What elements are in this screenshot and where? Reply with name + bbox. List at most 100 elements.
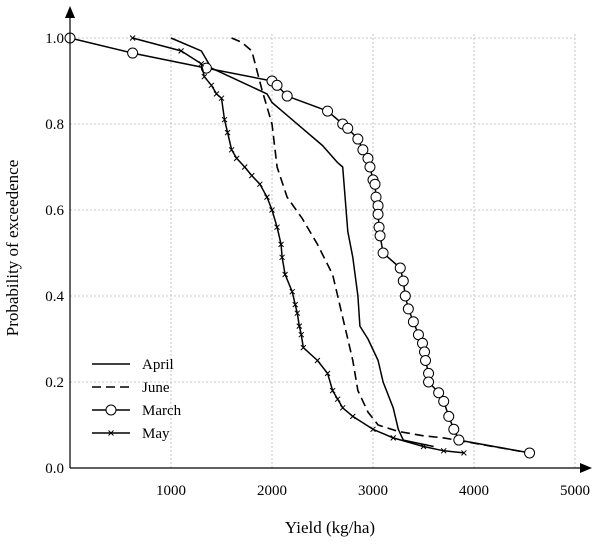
series-may-marker (233, 155, 240, 162)
series-march-marker (448, 423, 460, 435)
legend-label-april: April (142, 357, 174, 373)
series-may-marker (264, 194, 270, 200)
series-may-marker (334, 396, 341, 403)
series-may-marker (370, 426, 376, 433)
series-may-marker (218, 95, 225, 102)
series-may-marker (279, 254, 285, 261)
series-may-marker (228, 146, 235, 153)
grid-lines (70, 34, 576, 468)
y-tick-label: 0.0 (45, 461, 64, 477)
series-march-marker (433, 387, 445, 399)
series-march-marker (127, 47, 139, 59)
series-march-marker (524, 447, 536, 459)
y-tick-label: 0.2 (45, 375, 64, 391)
series-march-line (69, 37, 530, 454)
series-may-marker (269, 207, 275, 213)
legend-march-marker (105, 404, 117, 416)
y-tick-label: 0.4 (45, 289, 64, 305)
x-tick-label: 2000 (257, 483, 287, 499)
series-june (231, 37, 530, 454)
series-march-marker (281, 90, 293, 102)
series-layer (64, 32, 536, 459)
y-tick-label: 0.8 (45, 117, 64, 133)
series-march-marker (399, 290, 411, 302)
series-march (64, 32, 536, 459)
legend-item-april: April (92, 357, 174, 373)
series-may-marker (248, 172, 255, 179)
series-march-marker (364, 161, 376, 173)
series-may-marker (294, 310, 301, 317)
x-tick-label: 3000 (358, 483, 388, 499)
series-march-marker (352, 133, 364, 145)
tick-labels: 1000 2000 3000 4000 5000 0.0 0.2 0.4 0.6 0.8 1.0 (45, 31, 590, 499)
series-may-marker (349, 413, 356, 420)
series-march-marker (423, 376, 435, 388)
series-march-marker (357, 144, 369, 156)
series-april-line (170, 37, 434, 448)
series-may-marker (329, 387, 336, 394)
series-march-marker (438, 395, 450, 407)
series-march-marker (402, 303, 414, 315)
series-may-marker (282, 271, 288, 278)
series-may-marker (241, 164, 248, 170)
series-march-marker (374, 230, 386, 242)
series-may-marker (298, 331, 305, 338)
legend-label-may: May (142, 426, 170, 442)
series-march-marker (453, 434, 465, 446)
legend-may-marker (108, 430, 114, 436)
series-may-marker (289, 288, 296, 295)
series-may-marker (129, 35, 136, 41)
series-may-marker (274, 224, 280, 231)
series-may-marker (292, 301, 299, 308)
series-may-marker (213, 91, 220, 97)
series-may (129, 35, 467, 456)
legend: April June March May (92, 357, 182, 442)
x-axis-arrow (580, 463, 592, 473)
series-may-marker (221, 116, 228, 123)
series-march-marker (200, 62, 212, 74)
legend-label-march: March (142, 403, 182, 419)
y-tick-label: 1.0 (45, 31, 64, 47)
axes (65, 6, 592, 473)
series-march-marker (372, 208, 384, 220)
series-march-marker (394, 262, 406, 274)
x-tick-label: 1000 (156, 483, 186, 499)
series-june-line (231, 37, 530, 454)
series-march-marker (271, 79, 283, 91)
series-march-marker (443, 410, 455, 422)
series-may-marker (257, 181, 263, 188)
series-march-marker (397, 275, 409, 287)
legend-item-may: May (92, 426, 170, 442)
series-may-marker (390, 435, 397, 441)
series-may-marker (440, 447, 447, 454)
series-march-marker (420, 355, 432, 366)
x-axis-title: Yield (kg/ha) (285, 518, 375, 537)
series-may-marker (278, 241, 284, 248)
y-axis-title: Probability of exceedence (3, 160, 22, 337)
series-march-marker (369, 178, 381, 190)
y-tick-label: 0.6 (45, 203, 64, 219)
series-may-marker (208, 82, 215, 89)
series-may-marker (420, 443, 427, 450)
y-axis-arrow (65, 6, 75, 18)
series-may-marker (224, 129, 231, 136)
series-may-marker (461, 450, 467, 456)
series-may-marker (300, 344, 307, 351)
series-may-marker (296, 323, 303, 329)
series-may-marker (339, 404, 346, 411)
series-may-marker (324, 370, 331, 377)
series-may-marker (198, 60, 205, 67)
legend-item-march: March (92, 403, 182, 419)
series-may-marker (178, 48, 184, 54)
series-april (170, 37, 434, 448)
series-march-marker (407, 316, 419, 328)
legend-label-june: June (142, 380, 170, 396)
series-march-marker (377, 247, 389, 259)
x-tick-label: 4000 (459, 483, 489, 499)
series-march-marker (322, 105, 334, 117)
series-may-marker (201, 73, 208, 80)
x-tick-label: 5000 (560, 483, 590, 499)
series-may-marker (314, 357, 321, 364)
series-march-marker (342, 122, 354, 134)
